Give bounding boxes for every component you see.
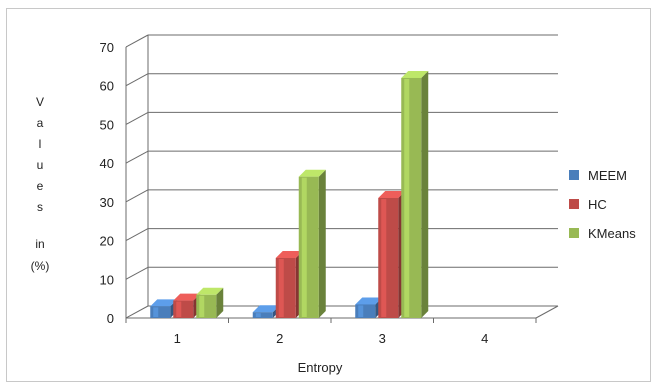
legend-swatch	[569, 228, 579, 238]
y-tick-label: 60	[100, 79, 114, 94]
y-tick-label: 20	[100, 234, 114, 249]
y-tick-label: 0	[107, 311, 114, 326]
gridline-side	[125, 228, 149, 242]
y-tick-label: 30	[100, 195, 114, 210]
x-axis-label: Entropy	[298, 360, 343, 375]
bar	[252, 305, 280, 318]
gridline-side	[125, 150, 149, 164]
legend-swatch	[569, 199, 579, 209]
bar	[355, 297, 383, 318]
y-tick-labels: 0 10 20 30 40 50 60 70	[100, 40, 114, 326]
y-axis-label-part: e	[37, 179, 44, 193]
floor-edge	[535, 305, 559, 319]
x-tick-label: 3	[379, 331, 386, 346]
gridline-side	[125, 73, 149, 87]
y-axis-label-part: u	[37, 158, 44, 172]
y-axis-label-part: V	[36, 95, 44, 109]
chart-frame	[6, 8, 651, 382]
bar	[275, 250, 303, 318]
legend-label: KMeans	[588, 226, 636, 241]
gridline-side	[125, 34, 149, 48]
gridline-side	[125, 189, 149, 203]
legend-label: MEEM	[588, 168, 627, 183]
y-tick-label: 50	[100, 117, 114, 132]
bar	[196, 287, 224, 318]
bar	[401, 70, 429, 318]
bar	[173, 293, 201, 318]
legend-swatch	[569, 170, 579, 180]
gridline-side	[125, 305, 149, 319]
y-tick-label: 40	[100, 156, 114, 171]
y-axis-label-part: s	[37, 200, 43, 214]
x-tick-label: 1	[174, 331, 181, 346]
gridline-side	[125, 266, 149, 280]
y-tick-label: 10	[100, 272, 114, 287]
legend-label: HC	[588, 197, 607, 212]
y-tick-label: 70	[100, 40, 114, 55]
bar	[150, 299, 178, 318]
bars	[150, 70, 429, 318]
y-axis-label-part: in	[35, 237, 44, 251]
bar	[298, 169, 326, 318]
grid-lines	[125, 34, 558, 319]
gridline-side	[125, 111, 149, 125]
y-axis-label-part: (%)	[31, 259, 50, 273]
y-axis-label-part: a	[37, 116, 44, 130]
legend: MEEM HC KMeans	[569, 168, 636, 241]
axes	[125, 35, 559, 323]
x-tick-label: 4	[481, 331, 488, 346]
bar	[378, 190, 406, 318]
x-tick-label: 2	[276, 331, 283, 346]
x-tick-labels: 1 2 3 4	[174, 331, 489, 346]
y-axis-label-part: l	[39, 137, 42, 151]
